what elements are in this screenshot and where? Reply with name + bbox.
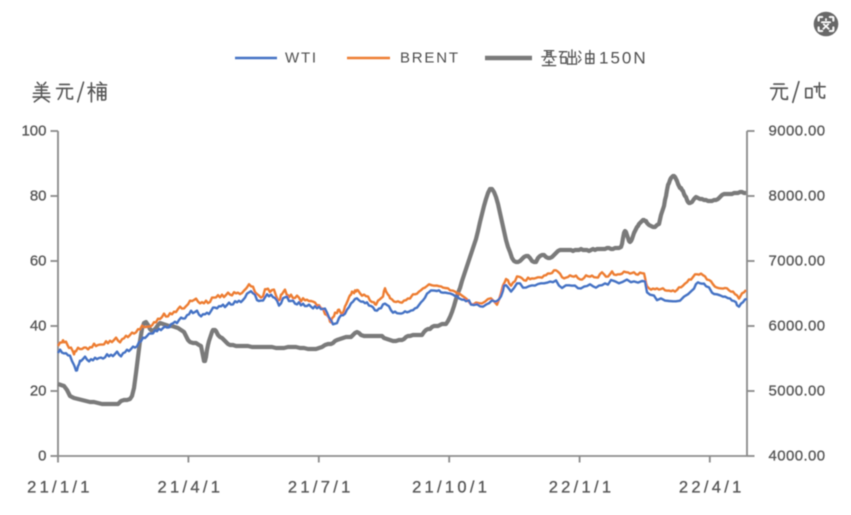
svg-text:5000.00: 5000.00 [769,383,826,400]
svg-text:BRENT: BRENT [400,50,460,67]
svg-text:21/7/1: 21/7/1 [288,479,354,497]
svg-text:60: 60 [30,253,47,270]
svg-text:40: 40 [30,318,47,335]
svg-text:6000.00: 6000.00 [769,318,826,335]
svg-text:21/10/1: 21/10/1 [412,479,490,497]
svg-text:9000.00: 9000.00 [769,123,826,140]
svg-text:21/1/1: 21/1/1 [27,479,93,497]
svg-text:WTI: WTI [285,50,318,67]
svg-text:4000.00: 4000.00 [769,448,826,465]
svg-text:100: 100 [21,123,46,140]
svg-text:20: 20 [30,383,47,400]
svg-text:150N: 150N [599,49,648,68]
svg-text:8000.00: 8000.00 [769,188,826,205]
svg-text:21/4/1: 21/4/1 [158,479,224,497]
svg-text:22/1/1: 22/1/1 [549,479,615,497]
svg-text:80: 80 [30,188,47,205]
svg-text:0: 0 [38,448,46,465]
svg-text:7000.00: 7000.00 [769,253,826,270]
svg-text:22/4/1: 22/4/1 [679,479,745,497]
